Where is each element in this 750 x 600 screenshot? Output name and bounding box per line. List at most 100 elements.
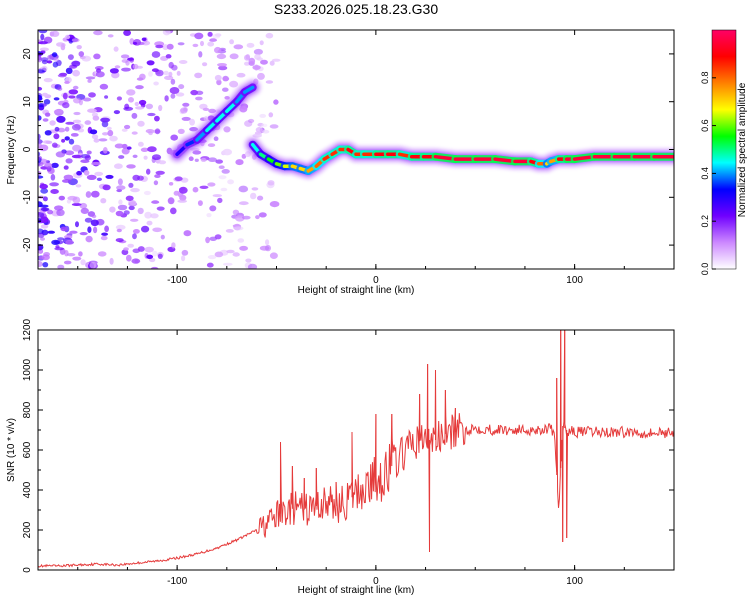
spectrogram-noise-blob <box>38 133 41 140</box>
spectrogram-noise-blob <box>181 116 191 121</box>
spectrogram-noise-blob <box>173 190 180 196</box>
spectrogram-noise-blob <box>67 195 78 201</box>
spectrogram-noise-blob <box>178 84 185 90</box>
spectrogram-noise-blob <box>123 30 131 36</box>
spectrogram-noise-blob <box>102 147 108 154</box>
spectrogram-noise-blob <box>130 218 139 222</box>
spectrogram-noise-blob <box>229 53 239 60</box>
colorbar-tick-label: 0.6 <box>700 119 710 132</box>
spectrogram-noise-blob <box>259 113 267 118</box>
spectrogram-noise-blob <box>128 182 134 188</box>
spectrogram-x-tick-label: -100 <box>167 275 187 286</box>
spectrogram-noise-blob <box>218 175 227 180</box>
spectrogram-noise-blob <box>126 254 132 262</box>
spectrogram-noise-blob <box>154 174 161 179</box>
spectrogram-noise-blob <box>107 129 114 137</box>
spectrogram-noise-blob <box>61 138 66 143</box>
spectrogram-noise-blob <box>153 81 159 86</box>
spectrogram-noise-blob <box>100 235 108 241</box>
spectrogram-noise-blob <box>163 70 169 76</box>
spectrogram-noise-blob <box>38 175 44 179</box>
spectrogram-noise-blob <box>209 205 217 212</box>
spectrogram-noise-blob <box>88 92 96 98</box>
spectrogram-noise-blob <box>269 252 278 259</box>
spectrogram-noise-blob <box>212 194 222 198</box>
spectrogram-noise-blob <box>76 45 82 50</box>
spectrogram-noise-blob <box>96 177 102 181</box>
spectrogram-noise-blob <box>152 250 158 257</box>
spectrogram-x-tick-label: 100 <box>566 275 583 286</box>
spectrogram-noise-blob <box>140 147 149 152</box>
spectrogram-noise-blob <box>138 141 144 147</box>
snr-series-line <box>38 330 674 568</box>
spectrogram-noise-blob <box>65 121 75 125</box>
spectrogram-noise-blob <box>57 264 65 269</box>
spectrogram-noise-blob <box>147 146 157 153</box>
spectrogram-noise-blob <box>262 129 270 134</box>
spectrogram-noise-blob <box>68 95 76 99</box>
spectrogram-noise-blob <box>213 136 219 141</box>
spectrogram-noise-blob <box>38 212 45 218</box>
spectrogram-noise-blob <box>65 126 70 132</box>
spectrogram-noise-blob <box>218 65 228 71</box>
spectrogram-noise-blob <box>200 40 204 47</box>
spectrogram-noise-blob <box>80 259 86 266</box>
spectrogram-noise-blob <box>214 234 222 240</box>
spectrogram-noise-blob <box>71 203 82 206</box>
spectrogram-noise-blob <box>123 247 129 251</box>
spectrogram-noise-blob <box>236 72 246 78</box>
spectrogram-noise-blob <box>151 51 161 58</box>
spectrogram-noise-blob <box>126 89 136 96</box>
spectrogram-noise-blob <box>40 216 49 223</box>
spectrogram-noise-blob <box>207 182 216 187</box>
spectrogram-noise-blob <box>38 138 43 145</box>
spectrogram-noise-blob <box>232 209 240 215</box>
spectrogram-noise-blob <box>53 109 63 114</box>
spectrogram-noise-blob <box>109 206 116 213</box>
spectrogram-noise-blob <box>80 207 89 214</box>
spectrogram-noise-blob <box>265 244 271 252</box>
spectrogram-noise-blob <box>146 60 155 66</box>
spectrogram-noise-blob <box>188 156 194 161</box>
spectrogram-noise-blob <box>221 169 230 174</box>
spectrogram-noise-blob <box>62 92 68 100</box>
spectrogram-noise-blob <box>128 97 134 103</box>
spectrogram-noise-blob <box>38 30 48 34</box>
spectrogram-noise-blob <box>131 112 138 119</box>
spectrogram-noise-blob <box>126 146 132 150</box>
spectrogram-noise-blob <box>91 134 99 140</box>
spectrogram-noise-blob <box>100 198 107 204</box>
spectrogram-noise-blob <box>70 133 79 137</box>
spectrogram-noise-blob <box>109 257 114 265</box>
colorbar-gradient <box>711 29 737 270</box>
spectrogram-noise-blob <box>134 101 139 107</box>
spectrogram-noise-blob <box>269 201 280 208</box>
spectrogram-noise-blob <box>71 154 82 159</box>
spectrogram-noise-blob <box>131 258 141 264</box>
spectrogram-noise-blob <box>145 103 153 110</box>
spectrogram-noise-blob <box>135 85 144 90</box>
spectrogram-noise-blob <box>214 251 224 258</box>
spectrogram-noise-blob <box>170 78 176 85</box>
spectrogram-noise-blob <box>238 185 249 193</box>
spectrogram-noise-blob <box>91 161 101 166</box>
spectrogram-noise-blob <box>214 46 222 54</box>
spectrogram-noise-blob <box>73 97 82 104</box>
spectrogram-noise-blob <box>257 72 265 80</box>
spectrogram-noise-blob <box>181 255 186 262</box>
spectrogram-noise-blob <box>107 34 114 38</box>
spectrogram-noise-blob <box>125 195 134 201</box>
spectrogram-noise-blob <box>128 205 135 211</box>
snr-x-tick-label: -100 <box>167 576 187 587</box>
spectrogram-noise-blob <box>38 86 43 91</box>
spectrogram-noise-blob <box>54 126 60 132</box>
spectrogram-noise-blob <box>126 164 136 169</box>
spectrogram-noise-blob <box>192 150 202 155</box>
spectrogram-noise-blob <box>67 178 78 186</box>
spectrogram-noise-blob <box>154 115 160 122</box>
spectrogram-noise-blob <box>251 187 259 191</box>
spectrogram-noise-blob <box>68 138 75 145</box>
spectrogram-noise-blob <box>131 131 138 135</box>
spectrogram-noise-blob <box>41 59 48 65</box>
